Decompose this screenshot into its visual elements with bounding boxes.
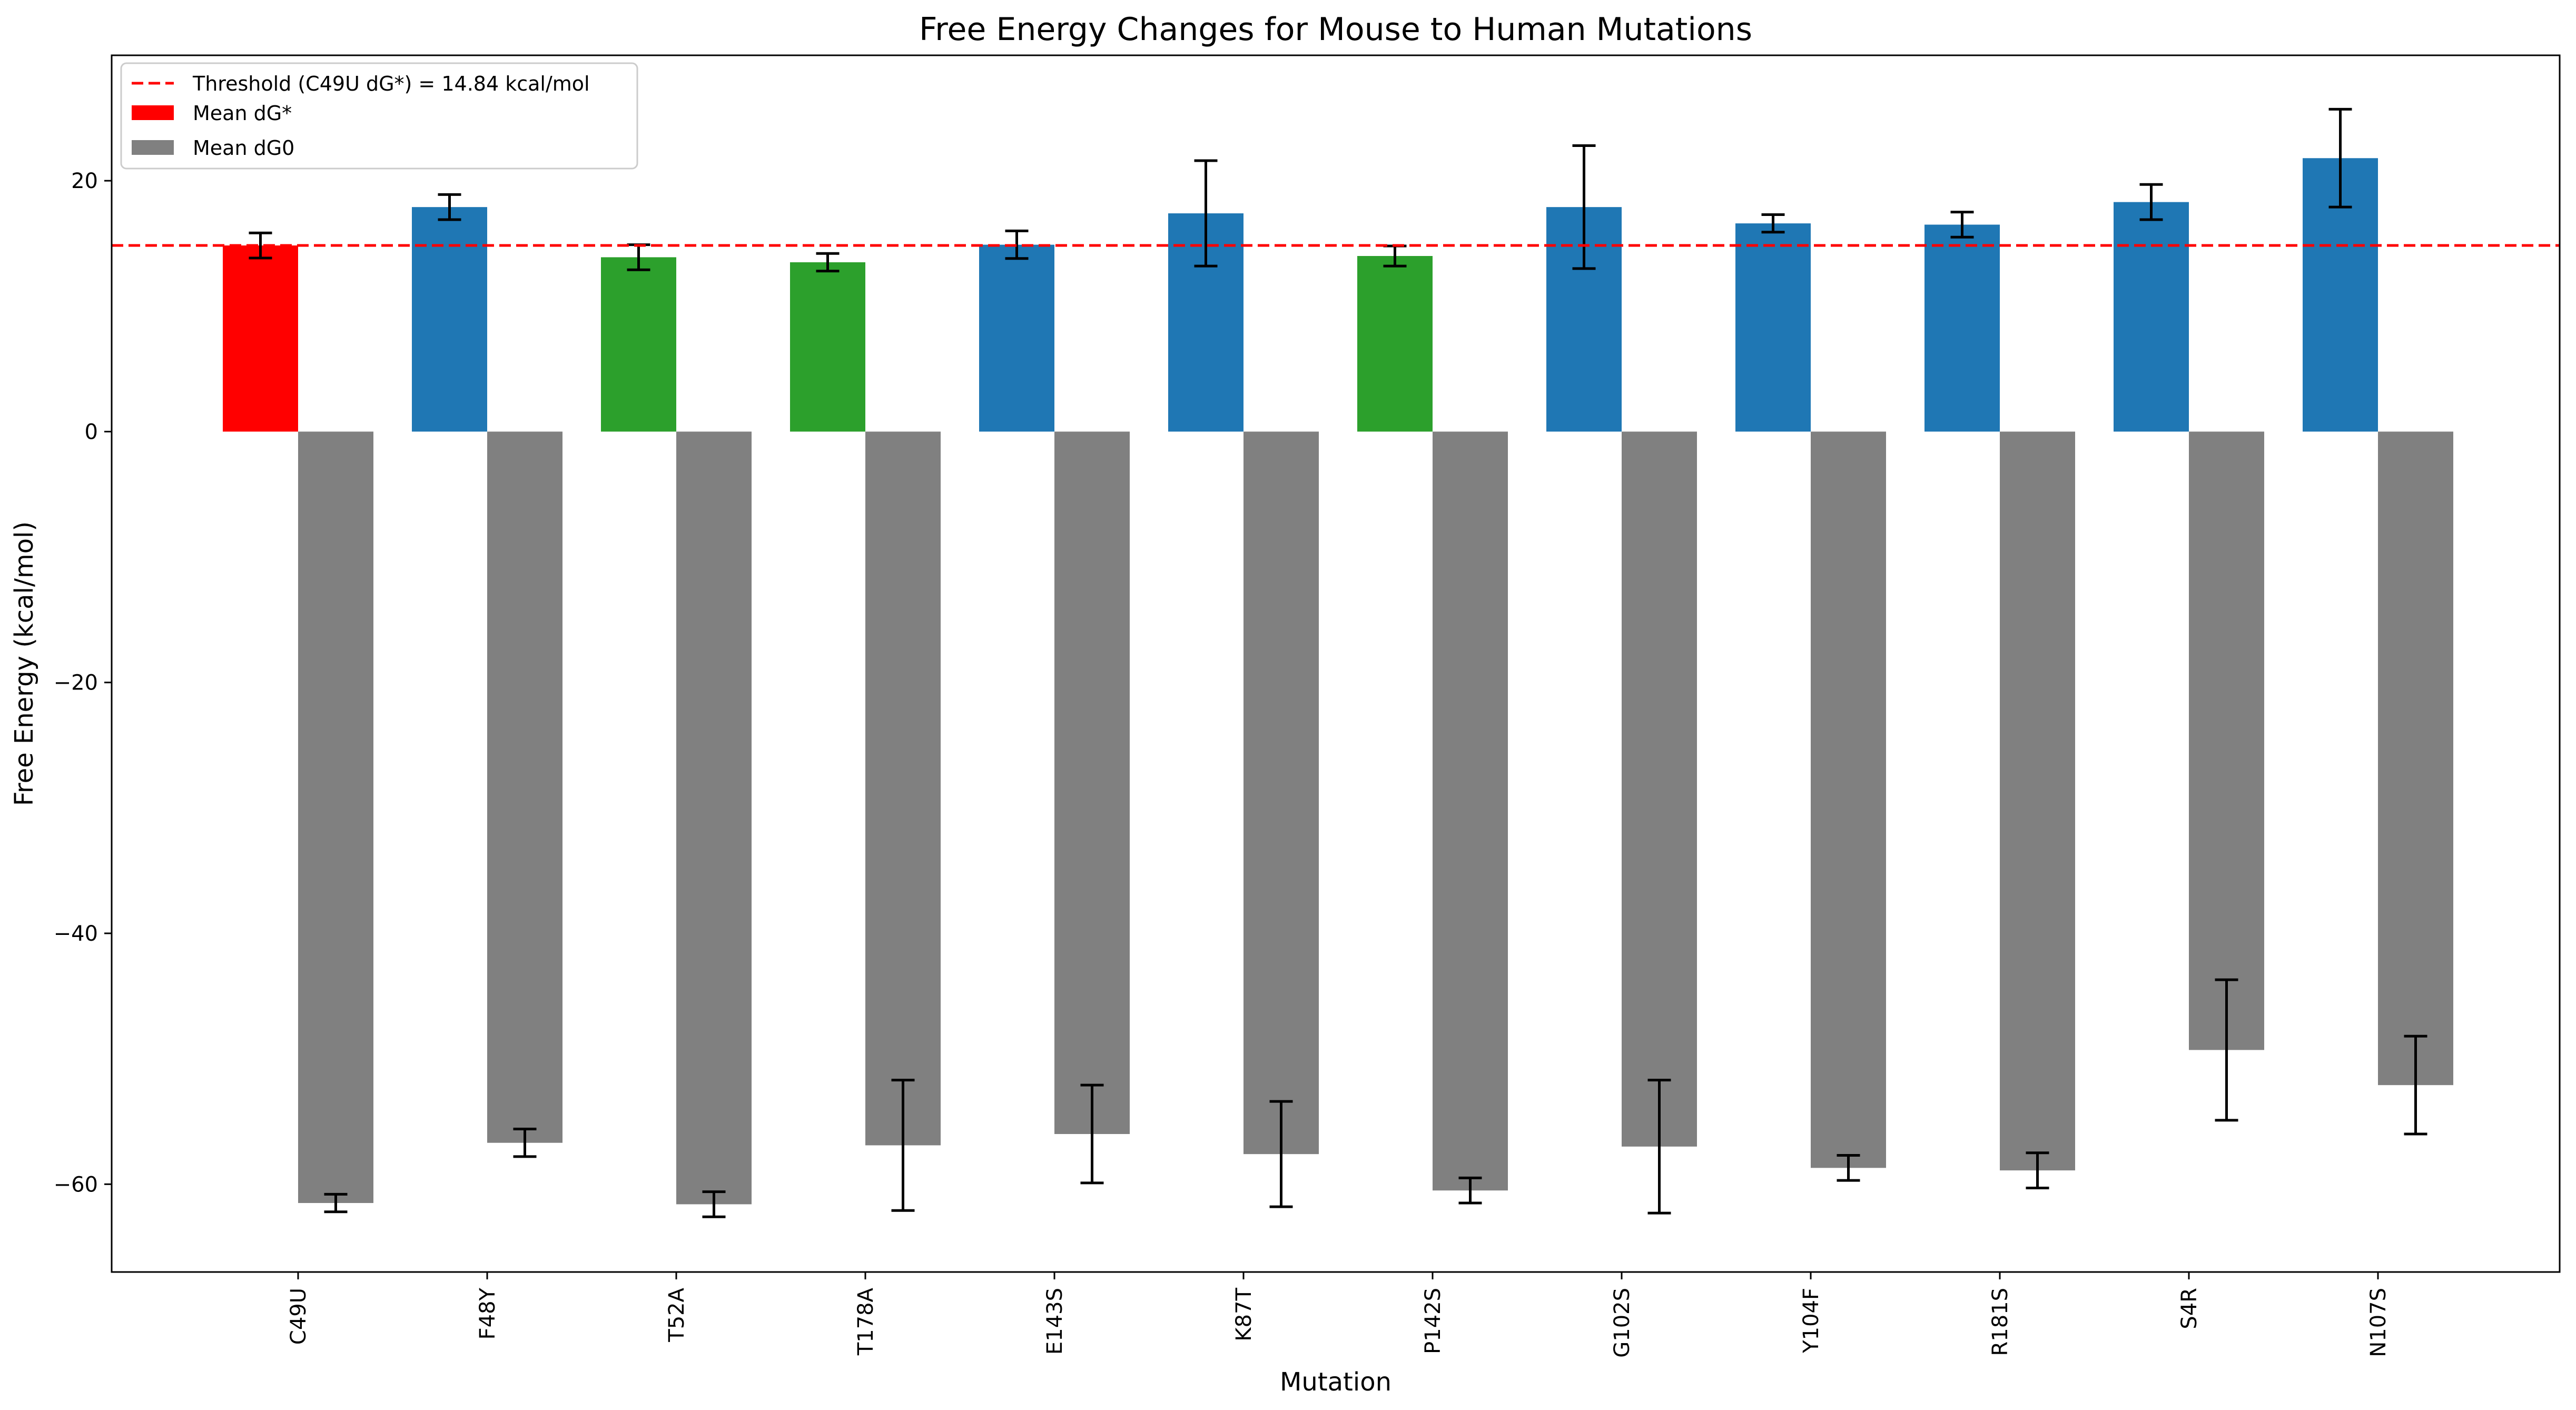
legend-dg0-label: Mean dG0 xyxy=(193,136,294,160)
y-tick-label-0: 0 xyxy=(85,420,98,444)
legend: Threshold (C49U dG*) = 14.84 kcal/mol Me… xyxy=(120,62,638,170)
dgstar-bars xyxy=(223,158,2378,432)
y-axis-label: Free Energy (kcal/mol) xyxy=(9,521,39,806)
dg0-bar-k87t xyxy=(1243,431,1319,1155)
dg0-bar-r181s xyxy=(2000,431,2075,1171)
plot-frame xyxy=(111,54,2561,1273)
x-axis-ticks: C49U F48Y T52A T178A E143S K87T P142S G102S Y104… xyxy=(287,1272,2391,1358)
y-tick-label--40: −40 xyxy=(54,922,98,946)
x-tick-label-p142s: P142S xyxy=(1421,1288,1445,1354)
dg0-bar-p142s xyxy=(1433,431,1508,1191)
x-tick-label-c49u: C49U xyxy=(287,1288,311,1345)
x-tick-label-t178a: T178A xyxy=(854,1287,878,1356)
dgstar-bar-f48y xyxy=(412,207,487,432)
dg0-bar-s4r xyxy=(2189,431,2264,1050)
dg0-bar-g102s xyxy=(1622,431,1697,1147)
dg0-bar-t52a xyxy=(676,431,752,1205)
y-tick-label--20: −20 xyxy=(54,671,98,695)
legend-box xyxy=(120,62,638,170)
x-axis-label: Mutation xyxy=(1280,1367,1391,1397)
error-bars xyxy=(249,107,2427,1218)
dgstar-bar-p142s xyxy=(1357,256,1433,432)
x-tick-label-s4r: S4R xyxy=(2177,1288,2202,1329)
dgstar-bar-t178a xyxy=(790,262,865,432)
legend-dg0-swatch xyxy=(132,140,174,155)
x-tick-label-t52a: T52A xyxy=(665,1287,689,1342)
y-tick-label--60: −60 xyxy=(54,1172,98,1197)
dgstar-bar-e143s xyxy=(979,244,1054,432)
dg0-bar-n107s xyxy=(2378,431,2453,1086)
dg0-bar-f48y xyxy=(487,431,562,1143)
dgstar-bar-s4r xyxy=(2114,202,2189,432)
legend-dgstar-label: Mean dG* xyxy=(193,102,292,125)
y-axis-ticks: −60 −40 −20 0 20 xyxy=(54,169,112,1197)
x-tick-label-r181s: R181S xyxy=(1988,1288,2012,1356)
x-tick-label-f48y: F48Y xyxy=(476,1287,500,1339)
x-tick-label-n107s: N107S xyxy=(2366,1288,2391,1357)
y-tick-label-20: 20 xyxy=(71,169,98,193)
dg0-bar-y104f xyxy=(1811,431,1886,1168)
dgstar-bar-r181s xyxy=(1924,224,2000,432)
legend-threshold-label: Threshold (C49U dG*) = 14.84 kcal/mol xyxy=(192,72,590,95)
dg0-bar-c49u xyxy=(298,431,373,1204)
x-tick-label-k87t: K87T xyxy=(1232,1287,1256,1341)
dg0-bars xyxy=(298,431,2453,1205)
x-tick-label-y104f: Y104F xyxy=(1799,1288,1823,1354)
chart-title: Free Energy Changes for Mouse to Human M… xyxy=(919,11,1752,48)
dgstar-bar-t52a xyxy=(601,257,676,432)
dg0-bar-t178a xyxy=(865,431,941,1146)
x-tick-label-g102s: G102S xyxy=(1610,1288,1634,1358)
x-tick-label-e143s: E143S xyxy=(1043,1288,1067,1355)
legend-dgstar-swatch xyxy=(132,105,174,120)
dgstar-bar-c49u xyxy=(223,245,298,432)
dg0-bar-e143s xyxy=(1054,431,1130,1135)
dgstar-bar-y104f xyxy=(1735,223,1811,432)
